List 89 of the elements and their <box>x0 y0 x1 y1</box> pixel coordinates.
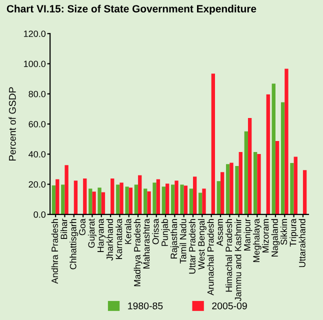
y-tick-label: 100.0 <box>24 60 46 68</box>
y-tick-label: 20.0 <box>28 181 46 188</box>
bar <box>147 191 151 214</box>
bar <box>248 118 252 214</box>
x-tick-label: Karnataka <box>115 218 122 259</box>
bar <box>56 179 60 214</box>
x-tick-label: Punjab <box>161 218 170 246</box>
x-tick-label: Uttar Pradesh <box>188 219 196 274</box>
x-tick-label: Madhya Pradesh <box>134 219 142 286</box>
bar <box>101 192 106 214</box>
x-tick-label: Goa <box>79 218 86 236</box>
bar <box>202 188 206 214</box>
x-tick-label: Maharashtra <box>142 218 150 268</box>
bar <box>184 186 188 214</box>
bar <box>64 165 68 214</box>
bar <box>253 152 258 214</box>
x-tick-label: Jammu and Kashmir <box>234 218 242 302</box>
bar <box>174 180 178 214</box>
bar <box>275 141 280 214</box>
x-tick-label: Jharkhand <box>106 219 113 261</box>
bar <box>294 156 298 214</box>
bar <box>128 188 133 214</box>
x-tick-label: Kerala <box>124 218 132 244</box>
bar <box>216 181 220 214</box>
bar <box>180 184 184 214</box>
x-tick-label: Rajasthan <box>170 219 179 258</box>
x-tick-label: Meghalaya <box>252 218 262 262</box>
y-tick-label: 60.0 <box>28 120 46 128</box>
x-tick-label: West Bengal <box>198 219 206 270</box>
x-tick-label: Haryana <box>98 218 106 252</box>
bar <box>134 184 138 214</box>
x-tick-label: Assam <box>216 219 223 246</box>
legend-label: 2005-09 <box>212 302 247 310</box>
bar <box>226 164 230 214</box>
bar <box>138 175 142 214</box>
bar <box>88 188 92 214</box>
x-tick-label: Bihar <box>60 218 68 239</box>
x-tick-label: Sikkim <box>280 219 288 245</box>
x-tick-label: Tamil Nadu <box>180 219 186 264</box>
bar <box>284 68 288 214</box>
x-tick-label: Orissa <box>152 218 159 244</box>
chart-title: Chart VI.15: Size of State Government Expenditure <box>6 4 256 15</box>
y-axis-title: Percent of GSDP <box>8 87 16 160</box>
bar <box>302 170 307 214</box>
bar <box>116 184 120 214</box>
x-tick-label: Andhra Pradesh <box>51 219 58 284</box>
bar <box>162 186 166 214</box>
x-tick-label: Himachal Pradesh <box>225 219 232 292</box>
x-tick-label: Chhattisgarh <box>70 219 78 270</box>
bar <box>266 94 270 214</box>
bar <box>230 162 234 214</box>
y-tick-label: 0.0 <box>34 211 46 218</box>
bar <box>211 74 215 214</box>
bar <box>171 184 175 214</box>
bar <box>193 176 197 214</box>
bar <box>220 172 224 214</box>
bar <box>110 178 114 214</box>
bar <box>152 182 156 214</box>
bar <box>120 182 124 214</box>
bar <box>290 163 294 214</box>
x-tick-label: Manipur <box>244 218 252 250</box>
bar <box>280 102 285 214</box>
x-tick-label: Arunachal Pradesh <box>207 219 214 296</box>
bar <box>92 192 96 214</box>
x-tick-label: Mizoram <box>262 219 269 252</box>
x-tick-label: Tripura <box>290 218 298 247</box>
bar <box>52 185 56 214</box>
y-tick-label: 120.0 <box>24 30 46 37</box>
x-tick-label: Nagaland <box>271 219 280 256</box>
bar <box>238 152 242 214</box>
y-tick-label: 80.0 <box>28 90 46 98</box>
bar <box>83 178 87 214</box>
x-tick-label: Uttarakhand <box>298 219 306 268</box>
bar <box>235 166 239 214</box>
bar <box>125 186 129 214</box>
legend-label: 1980-85 <box>128 302 163 310</box>
bar <box>189 188 194 214</box>
x-tick-label: Gujarat <box>88 218 96 248</box>
y-tick-label: 40.0 <box>28 151 46 158</box>
bar <box>166 184 170 214</box>
bar <box>98 188 102 214</box>
bar <box>272 84 276 214</box>
bar <box>198 192 202 214</box>
bar <box>61 184 65 214</box>
bar <box>244 131 248 214</box>
bar <box>257 154 261 214</box>
bar <box>74 180 78 214</box>
bar <box>144 188 148 214</box>
bar <box>156 179 160 214</box>
